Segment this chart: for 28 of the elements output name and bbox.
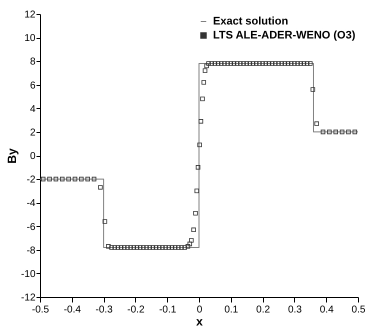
x-tick-label: -0.2 [127,304,145,316]
legend-label: Exact solution [213,16,288,28]
y-tick-label: -12 [21,292,36,304]
y-tick-label: -4 [26,198,36,210]
x-tick-label: 0 [196,304,203,316]
y-tick-label: -10 [21,268,36,280]
y-tick-label: 4 [30,104,36,115]
x-tick-label: 0.3 [288,304,302,316]
x-tick-label: -0.1 [159,304,177,316]
x-tick-label: 0.5 [352,304,366,316]
y-tick-label: -8 [26,245,36,256]
x-tick-label: 0.2 [256,304,270,316]
x-tick-label: -0.4 [64,304,82,316]
y-tick-label: -6 [26,222,36,233]
y-tick-label: 12 [24,10,36,20]
y-tick-label: 2 [30,127,36,138]
y-tick-label: 0 [30,151,36,162]
legend-label: LTS ALE-ADER-WENO (O3) [213,30,356,42]
y-tick-label: 10 [24,33,36,44]
x-tick-label: -0.5 [32,304,50,316]
y-axis-title: By [5,148,20,164]
x-tick-label: 0.1 [224,304,239,316]
y-tick-label: -2 [26,174,36,186]
x-axis-title: x [196,314,204,328]
y-tick-label: 8 [30,56,36,68]
x-tick-label: 0.4 [320,304,334,316]
y-tick-label: 6 [30,80,36,92]
x-tick-label: -0.3 [95,304,114,316]
